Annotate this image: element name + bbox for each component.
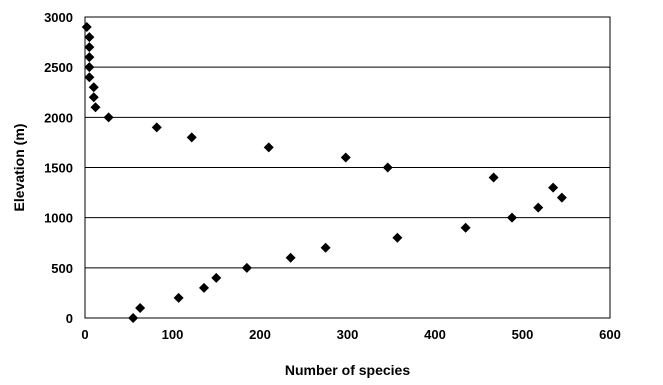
y-tick-label: 1000 (44, 211, 73, 226)
data-point (135, 302, 146, 313)
y-tick-labels: 0 500 1000 1500 2000 2500 3000 (44, 10, 73, 326)
y-tick-label: 3000 (44, 10, 73, 25)
plot-area (84, 16, 611, 319)
data-point (90, 102, 101, 113)
data-point (84, 52, 95, 63)
gridlines (85, 16, 610, 319)
data-point (460, 222, 471, 233)
x-tick-label: 300 (337, 327, 359, 342)
data-point (507, 212, 517, 223)
data-point (81, 22, 92, 33)
data-point (173, 292, 184, 303)
x-tick-label: 500 (512, 327, 534, 342)
data-point (151, 122, 162, 133)
y-tick-label: 0 (66, 311, 73, 326)
y-tick-label: 2000 (44, 110, 73, 125)
x-tick-label: 400 (424, 327, 446, 342)
data-point (186, 132, 197, 143)
y-tick-label: 500 (51, 261, 73, 276)
data-point (320, 242, 331, 253)
data-point (88, 92, 99, 103)
data-point (488, 172, 499, 183)
data-points (81, 22, 567, 323)
x-axis-title: Number of species (285, 362, 410, 378)
data-point (103, 112, 114, 123)
data-point (84, 72, 95, 83)
data-point (241, 262, 252, 273)
y-axis-title: Elevation (m) (11, 124, 27, 212)
y-tick-label: 2500 (44, 60, 73, 75)
x-tick-label: 200 (249, 327, 271, 342)
data-point (128, 313, 139, 323)
data-point (533, 202, 544, 213)
x-tick-label: 0 (81, 327, 88, 342)
data-point (263, 142, 274, 153)
x-tick-label: 600 (599, 327, 621, 342)
data-point (382, 162, 393, 173)
data-point (199, 282, 209, 293)
x-tick-labels: 0 100 200 300 400 500 600 (81, 327, 620, 342)
x-tick-label: 100 (162, 327, 184, 342)
data-point (84, 42, 95, 53)
data-point (88, 82, 99, 93)
data-point (84, 62, 95, 73)
data-point (285, 252, 296, 263)
data-point (211, 272, 222, 283)
y-tick-label: 1500 (44, 161, 73, 176)
data-point (548, 182, 559, 193)
data-point (340, 152, 351, 163)
data-point (556, 192, 567, 203)
data-point (392, 232, 403, 243)
data-point (84, 32, 95, 43)
